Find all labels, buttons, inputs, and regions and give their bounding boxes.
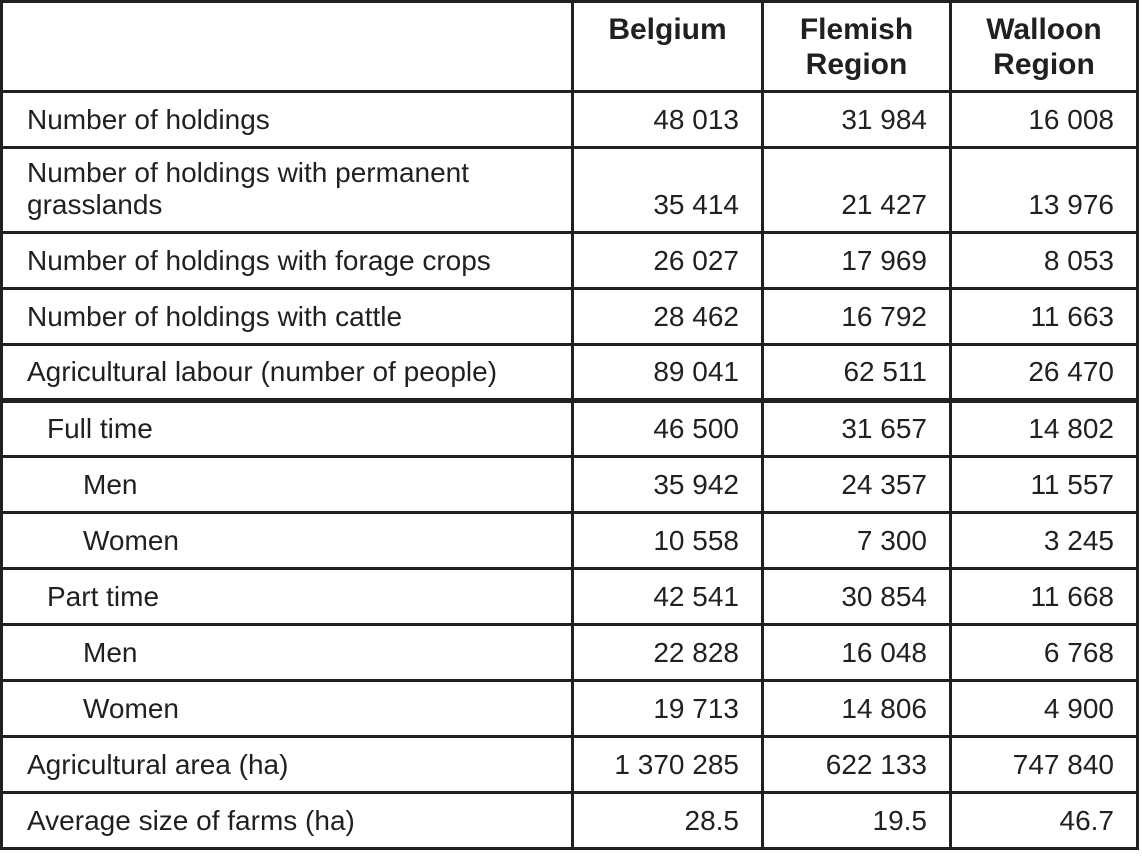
row-value: 7 300 [761,511,952,570]
row-value: 6 768 [949,623,1139,682]
row-value: 17 969 [761,231,952,290]
row-label: Women [0,511,574,570]
row-value: 62 511 [761,343,952,403]
table-row: Women 19 713 14 806 4 900 [0,679,1139,738]
row-value: 11 557 [949,455,1139,514]
table-header: Belgium Flemish Region Walloon Region [0,0,1139,93]
row-value: 10 558 [571,511,764,570]
row-value: 21 427 [761,146,952,234]
row-value: 48 013 [571,90,764,149]
row-value: 28 462 [571,287,764,346]
header-walloon-region: Walloon Region [949,0,1139,93]
table-row: Number of holdings with forage crops 26 0… [0,231,1139,290]
row-value: 14 806 [761,679,952,738]
row-label: Men [0,455,574,514]
table-row: Women 10 558 7 300 3 245 [0,511,1139,570]
row-value: 35 942 [571,455,764,514]
table-row: Part time 42 541 30 854 11 668 [0,567,1139,626]
row-value: 16 008 [949,90,1139,149]
row-value: 35 414 [571,146,764,234]
row-label: Number of holdings [0,90,574,149]
row-value: 14 802 [949,399,1139,458]
row-value: 46.7 [949,791,1139,850]
row-value: 19 713 [571,679,764,738]
row-label: Agricultural area (ha) [0,735,574,794]
row-label: Average size of farms (ha) [0,791,574,850]
row-label: Women [0,679,574,738]
row-value: 31 984 [761,90,952,149]
header-flemish-region: Flemish Region [761,0,952,93]
table-row: Number of holdings with cattle 28 462 16 7… [0,287,1139,346]
header-row: Belgium Flemish Region Walloon Region [0,0,1139,93]
row-value: 42 541 [571,567,764,626]
table-row: Agricultural labour (number of people) 89… [0,343,1139,403]
row-value: 622 133 [761,735,952,794]
table-row: Men 35 942 24 357 11 557 [0,455,1139,514]
row-value: 30 854 [761,567,952,626]
row-label: Number of holdings with cattle [0,287,574,346]
table-row: Full time 46 500 31 657 14 802 [0,399,1139,458]
row-value: 19.5 [761,791,952,850]
table-row: Number of holdings 48 013 31 984 16 008 [0,90,1139,149]
row-label: Number of holdings with permanent grassl… [0,146,574,234]
row-value: 11 668 [949,567,1139,626]
row-value: 46 500 [571,399,764,458]
row-value: 24 357 [761,455,952,514]
row-value: 22 828 [571,623,764,682]
row-label: Number of holdings with forage crops [0,231,574,290]
table-body: Number of holdings 48 013 31 984 16 008 Numb… [0,90,1139,850]
row-label: Part time [0,567,574,626]
table-row: Number of holdings with permanent grassl… [0,146,1139,234]
row-value: 8 053 [949,231,1139,290]
row-value: 31 657 [761,399,952,458]
row-value: 28.5 [571,791,764,850]
row-value: 16 048 [761,623,952,682]
row-value: 26 470 [949,343,1139,403]
row-value: 16 792 [761,287,952,346]
table-row: Average size of farms (ha) 28.5 19.5 46.7 [0,791,1139,850]
row-value: 3 245 [949,511,1139,570]
row-value: 26 027 [571,231,764,290]
table-row: Agricultural area (ha) 1 370 285 622 133 74… [0,735,1139,794]
row-value: 11 663 [949,287,1139,346]
row-value: 4 900 [949,679,1139,738]
header-belgium: Belgium [571,0,764,93]
row-label: Full time [0,399,574,458]
row-label: Agricultural labour (number of people) [0,343,574,403]
row-value: 1 370 285 [571,735,764,794]
table-row: Men 22 828 16 048 6 768 [0,623,1139,682]
row-label: Men [0,623,574,682]
row-value: 13 976 [949,146,1139,234]
row-value: 747 840 [949,735,1139,794]
header-empty-cell [0,0,574,93]
row-value: 89 041 [571,343,764,403]
